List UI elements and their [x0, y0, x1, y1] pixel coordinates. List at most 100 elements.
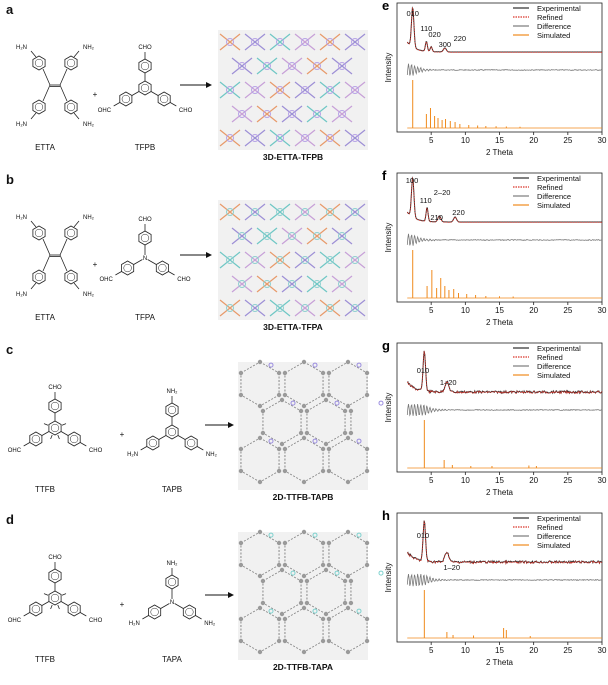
- y-axis-label: Intensity: [384, 563, 393, 593]
- functional-group-label: H₂N: [16, 292, 27, 298]
- peak-label: 1–20: [440, 378, 457, 387]
- difference-curve: [406, 573, 603, 587]
- reactant2-label: TAPA: [162, 655, 182, 664]
- difference-curve: [406, 233, 602, 246]
- functional-group-label: CHO: [179, 108, 193, 114]
- functional-group-label: OHC: [98, 108, 112, 114]
- legend-entry: Refined: [537, 523, 563, 532]
- peak-label: 210: [430, 213, 443, 222]
- x-tick-label: 30: [598, 306, 607, 315]
- functional-group-label: CHO: [177, 277, 191, 283]
- plus-sign: +: [93, 260, 98, 269]
- panel-letter-e: e: [382, 0, 389, 13]
- refined-curve: [407, 351, 603, 395]
- x-tick-label: 20: [529, 306, 538, 315]
- legend-entry: Experimental: [537, 514, 581, 523]
- plot-frame: [396, 342, 603, 473]
- functional-group-label: NH₂: [204, 621, 216, 627]
- xrd-plot-h: h 5 10 15 20 25 30 2 Theta Intensity 010 1–20 Exper…: [382, 510, 607, 667]
- panel-letter-b: b: [6, 172, 14, 187]
- legend-entry: Refined: [537, 13, 563, 22]
- framework-image-c: [238, 359, 384, 490]
- product-label: 2D-TTFB-TAPB: [273, 492, 334, 502]
- reactant2-structure: N NH₂ H₂N NH₂: [129, 561, 216, 627]
- functional-group-label: CHO: [48, 555, 62, 561]
- panel-row-b: b H₂N NH₂ H₂N NH₂ ETTA + N CHO OHC CHO TFPA 3D-ETTA-…: [0, 170, 608, 340]
- y-axis-label: Intensity: [384, 393, 393, 423]
- functional-group-label: OHC: [99, 277, 113, 283]
- x-tick-label: 15: [495, 476, 504, 485]
- peak-label: 220: [454, 34, 467, 43]
- reactant1-structure: CHO OHC CHO: [8, 385, 103, 454]
- panel-row-c: c CHO OHC CHO TTFB + NH₂ H₂N NH₂ TAPB 2D-TTFB-TAPB: [0, 340, 608, 510]
- reactant2-label: TAPB: [162, 485, 182, 494]
- functional-group-label: NH₂: [167, 561, 179, 567]
- x-tick-label: 10: [461, 306, 470, 315]
- refined-curve: [406, 6, 602, 53]
- x-tick-label: 5: [429, 476, 434, 485]
- peak-label: 220: [452, 208, 465, 217]
- panel-letter-c: c: [6, 342, 14, 357]
- x-tick-label: 15: [495, 646, 504, 655]
- legend-entry: Experimental: [537, 344, 581, 353]
- reactant1-label: TTFB: [35, 655, 55, 664]
- legend-entry: Refined: [537, 353, 563, 362]
- scheme-d: CHO OHC CHO TTFB + N NH₂ H₂N NH₂ TAPA 2D-TTFB-TAPA: [8, 529, 384, 672]
- peak-label: 300: [439, 40, 452, 49]
- reactant1-structure: H₂N NH₂ H₂N NH₂: [16, 45, 95, 128]
- simulated-pattern: [407, 590, 602, 639]
- simulated-pattern: [407, 420, 602, 469]
- framework-image-b: [218, 200, 368, 320]
- reactant2-label: TFPA: [135, 313, 156, 322]
- product-label: 2D-TTFB-TAPA: [273, 662, 333, 672]
- x-tick-label: 10: [461, 476, 470, 485]
- legend-entry: Refined: [537, 183, 563, 192]
- plot-frame: [396, 2, 603, 133]
- functional-group-label: NH₂: [206, 452, 218, 458]
- scheme-b: H₂N NH₂ H₂N NH₂ ETTA + N CHO OHC CHO TFPA 3D-ETTA-T…: [16, 200, 368, 332]
- functional-group-label: OHC: [8, 618, 22, 624]
- reaction-arrow: [180, 82, 212, 88]
- functional-group-label: H₂N: [16, 45, 27, 51]
- functional-group-label: NH₂: [83, 45, 95, 51]
- x-tick-label: 5: [429, 136, 434, 145]
- panel-letter-d: d: [6, 512, 14, 527]
- x-axis-label: 2 Theta: [486, 488, 514, 497]
- legend-entry: Experimental: [537, 4, 581, 13]
- scheme-a: H₂N NH₂ H₂N NH₂ ETTA + CHO OHC CHO TFPB 3D-ETTA-TF…: [16, 30, 368, 162]
- reaction-arrow: [205, 422, 234, 428]
- panel-row-d: d CHO OHC CHO TTFB + N NH₂ H₂N NH₂ TAPA 2D-TTFB-TAP…: [0, 510, 608, 680]
- peak-label: 110: [420, 196, 432, 205]
- reactant2-structure: CHO OHC CHO: [98, 45, 193, 114]
- functional-group-label: CHO: [48, 385, 62, 391]
- peak-label: 2–20: [434, 188, 451, 197]
- experimental-curve: [406, 520, 603, 565]
- peak-label: 010: [417, 531, 430, 540]
- x-tick-label: 15: [495, 136, 504, 145]
- x-tick-label: 5: [429, 306, 434, 315]
- legend-entry: Difference: [537, 532, 571, 541]
- reactant2-structure: NH₂ H₂N NH₂: [127, 389, 218, 458]
- panel-letter-f: f: [382, 170, 387, 183]
- peak-label: 1–20: [443, 563, 460, 572]
- x-tick-label: 30: [598, 476, 607, 485]
- functional-group-label: N: [170, 600, 174, 606]
- functional-group-label: H₂N: [129, 621, 140, 627]
- x-tick-label: 15: [495, 306, 504, 315]
- peak-label: 100: [406, 176, 419, 185]
- reactant1-structure: CHO OHC CHO: [8, 555, 103, 624]
- reaction-arrow: [180, 252, 212, 258]
- difference-curve: [406, 63, 603, 76]
- y-axis-label: Intensity: [384, 53, 393, 83]
- x-tick-label: 10: [461, 136, 470, 145]
- simulated-pattern: [407, 80, 602, 129]
- x-tick-label: 20: [529, 476, 538, 485]
- legend-entry: Simulated: [537, 541, 570, 550]
- legend-entry: Difference: [537, 22, 571, 31]
- reactant2-label: TFPB: [135, 143, 155, 152]
- x-axis-label: 2 Theta: [486, 148, 514, 157]
